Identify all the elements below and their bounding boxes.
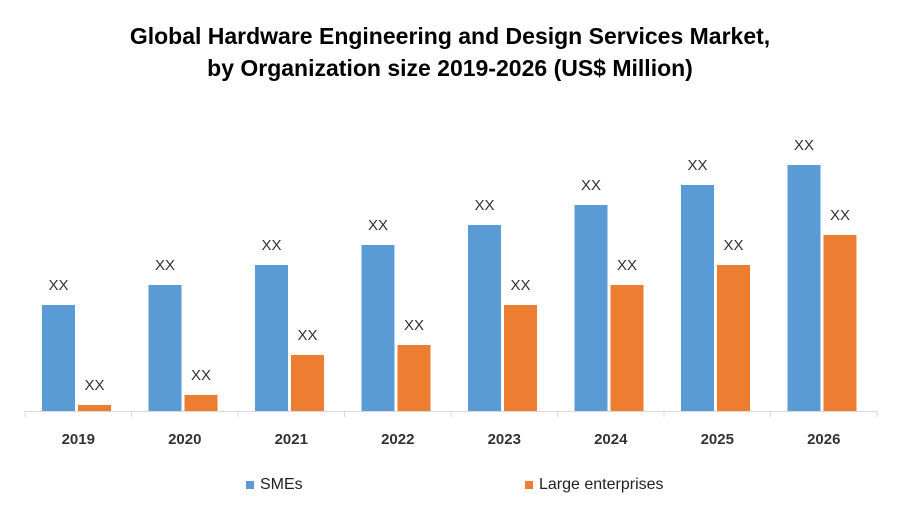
data-label-large-enterprises-2019: XX (84, 377, 104, 394)
x-tick-label-2026: 2026 (807, 431, 840, 448)
bar-smes-2026 (787, 165, 821, 411)
chart-subtitle: by Organization size 2019-2026 (US$ Mill… (207, 55, 693, 81)
bar-chart: XX XX 2019 XX XX 2020 XX XX 2021 XX XX 2022 XX XX 2023… (24, 137, 878, 448)
data-label-large-enterprises-2023: XX (510, 277, 530, 294)
data-label-large-enterprises-2021: XX (297, 327, 317, 344)
bar-smes-2020 (148, 285, 182, 411)
data-label-smes-2019: XX (48, 277, 68, 294)
bar-smes-2023 (468, 225, 501, 411)
data-label-large-enterprises-2020: XX (191, 367, 211, 384)
x-tick-label-2024: 2024 (594, 431, 628, 448)
legend-label-smes: SMEs (260, 476, 303, 493)
bar-smes-2025 (681, 185, 714, 411)
x-tick-label-2019: 2019 (62, 431, 95, 448)
data-label-smes-2023: XX (474, 197, 494, 214)
bar-large-enterprises-2019 (78, 405, 111, 411)
bar-smes-2019 (42, 305, 75, 411)
legend-item-smes: SMEs (246, 476, 303, 494)
chart-title: Global Hardware Engineering and Design S… (0, 20, 900, 84)
legend-label-large-enterprises: Large enterprises (539, 476, 664, 493)
data-label-smes-2026: XX (794, 137, 814, 154)
bar-smes-2021 (255, 265, 288, 411)
bar-large-enterprises-2025 (717, 265, 750, 411)
bar-smes-2024 (574, 205, 608, 411)
data-label-large-enterprises-2026: XX (830, 207, 850, 224)
legend-item-large-enterprises: Large enterprises (525, 476, 664, 494)
bar-large-enterprises-2022 (397, 345, 431, 411)
x-tick-label-2021: 2021 (275, 431, 308, 448)
data-label-large-enterprises-2024: XX (617, 257, 637, 274)
data-label-smes-2022: XX (368, 217, 388, 234)
bar-smes-2022 (361, 245, 395, 411)
data-label-smes-2020: XX (155, 257, 175, 274)
data-label-smes-2024: XX (581, 177, 601, 194)
bar-large-enterprises-2020 (184, 395, 218, 411)
data-label-large-enterprises-2025: XX (723, 237, 743, 254)
data-label-large-enterprises-2022: XX (404, 317, 424, 334)
legend-swatch-smes (246, 481, 254, 489)
bar-large-enterprises-2023 (504, 305, 537, 411)
data-label-smes-2021: XX (261, 237, 281, 254)
x-tick-label-2023: 2023 (488, 431, 521, 448)
bar-large-enterprises-2021 (291, 355, 324, 411)
bar-large-enterprises-2026 (823, 235, 857, 411)
x-tick-label-2022: 2022 (381, 431, 414, 448)
bar-large-enterprises-2024 (610, 285, 644, 411)
data-label-smes-2025: XX (687, 157, 707, 174)
x-tick-label-2020: 2020 (168, 431, 201, 448)
x-tick-label-2025: 2025 (701, 431, 734, 448)
chart-title-line1: Global Hardware Engineering and Design S… (129, 23, 771, 49)
legend-swatch-large-enterprises (525, 481, 533, 489)
